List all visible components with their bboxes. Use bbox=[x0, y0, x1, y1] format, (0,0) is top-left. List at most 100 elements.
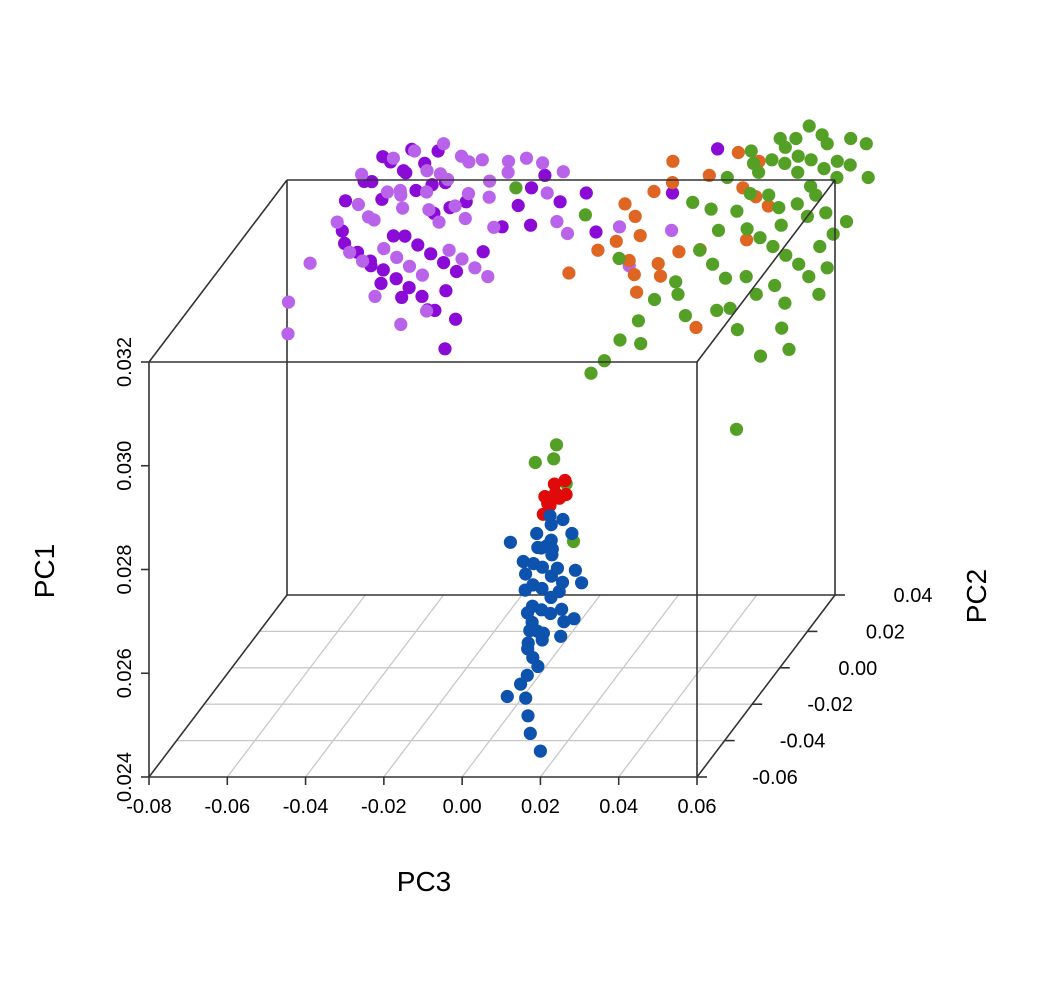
data-point bbox=[351, 197, 365, 212]
data-point bbox=[356, 254, 370, 268]
box-back-edges bbox=[148, 180, 835, 778]
data-point bbox=[631, 314, 646, 328]
data-point bbox=[442, 243, 456, 257]
data-point bbox=[437, 137, 451, 151]
data-point bbox=[618, 197, 632, 211]
data-point bbox=[711, 142, 725, 156]
data-point bbox=[511, 198, 525, 213]
data-point bbox=[386, 151, 400, 165]
data-point bbox=[519, 567, 533, 581]
data-point bbox=[634, 337, 648, 351]
data-point bbox=[449, 312, 463, 326]
data-point bbox=[343, 245, 357, 259]
data-point bbox=[538, 168, 552, 182]
data-point bbox=[584, 366, 598, 380]
z-tick-label: 0.030 bbox=[114, 441, 136, 491]
data-point bbox=[509, 181, 523, 195]
data-point bbox=[579, 186, 593, 200]
data-point bbox=[802, 270, 816, 284]
data-point bbox=[778, 296, 792, 310]
x-tick-label: -0.08 bbox=[126, 796, 172, 818]
data-point bbox=[394, 188, 408, 202]
data-point bbox=[377, 242, 391, 256]
data-point bbox=[389, 272, 403, 286]
data-point bbox=[665, 186, 680, 200]
data-point bbox=[613, 333, 627, 347]
data-point bbox=[396, 201, 410, 215]
data-point bbox=[516, 554, 530, 569]
data-point bbox=[744, 144, 758, 158]
data-point bbox=[819, 206, 833, 220]
data-point bbox=[693, 243, 707, 257]
data-point bbox=[672, 245, 686, 259]
z-tick-label: 0.032 bbox=[114, 337, 136, 387]
data-point bbox=[723, 301, 737, 315]
data-point bbox=[791, 165, 805, 179]
data-point bbox=[567, 612, 581, 626]
x-tick-label: -0.02 bbox=[361, 796, 407, 818]
data-point bbox=[622, 253, 636, 268]
data-point bbox=[483, 174, 497, 188]
data-point bbox=[789, 131, 803, 146]
data-point bbox=[424, 247, 438, 261]
data-point bbox=[766, 239, 780, 254]
floor-grid-line bbox=[461, 594, 601, 778]
data-point bbox=[782, 342, 796, 356]
data-point bbox=[689, 320, 703, 335]
data-point bbox=[710, 303, 724, 317]
data-point bbox=[669, 275, 683, 289]
data-point bbox=[627, 268, 641, 282]
data-point bbox=[791, 149, 805, 163]
data-point bbox=[535, 560, 550, 574]
data-point bbox=[501, 154, 516, 168]
y-tick-label: 0.00 bbox=[838, 658, 877, 680]
data-point bbox=[518, 583, 532, 597]
data-point bbox=[560, 226, 575, 241]
data-point bbox=[535, 581, 549, 596]
box-edge bbox=[148, 179, 288, 363]
data-point bbox=[609, 234, 623, 248]
data-point bbox=[415, 268, 429, 282]
data-point bbox=[568, 563, 583, 577]
z-axis-title: PC1 bbox=[29, 544, 60, 598]
data-point bbox=[651, 257, 665, 271]
data-point bbox=[558, 473, 572, 488]
data-point bbox=[817, 162, 831, 176]
data-point bbox=[773, 131, 787, 146]
data-point bbox=[575, 576, 589, 590]
data-point bbox=[394, 317, 408, 331]
data-point bbox=[671, 287, 685, 301]
data-point bbox=[591, 243, 605, 257]
z-axis-ticks: 0.024 0.026 0.028 0.030 0.032 bbox=[114, 337, 149, 802]
data-point bbox=[476, 245, 490, 259]
floor-grid-line bbox=[618, 594, 758, 778]
data-points bbox=[281, 119, 875, 758]
data-point bbox=[772, 201, 786, 215]
data-point bbox=[804, 179, 818, 193]
data-point bbox=[433, 167, 447, 181]
data-point bbox=[536, 156, 550, 170]
floor-grid-line bbox=[226, 594, 366, 778]
data-point bbox=[731, 145, 745, 160]
data-point bbox=[665, 223, 679, 237]
data-point bbox=[547, 452, 561, 466]
y-axis-ticks: -0.06 -0.04 -0.02 0.00 0.02 0.04 bbox=[697, 585, 932, 789]
z-tick-label: 0.024 bbox=[114, 752, 136, 802]
data-point bbox=[597, 354, 612, 368]
data-point bbox=[730, 323, 745, 337]
x-tick-label: 0.00 bbox=[443, 796, 482, 818]
data-point bbox=[503, 535, 517, 549]
data-point bbox=[519, 691, 533, 705]
data-point bbox=[438, 342, 452, 356]
data-point bbox=[524, 218, 538, 232]
data-point bbox=[523, 726, 537, 741]
data-point bbox=[752, 165, 766, 179]
data-point bbox=[540, 186, 554, 200]
data-point bbox=[562, 266, 576, 280]
data-point bbox=[749, 287, 763, 301]
data-point bbox=[768, 278, 782, 293]
box-front-edges bbox=[148, 179, 836, 778]
data-point bbox=[778, 156, 792, 170]
data-point bbox=[330, 215, 344, 229]
data-point bbox=[565, 526, 579, 541]
